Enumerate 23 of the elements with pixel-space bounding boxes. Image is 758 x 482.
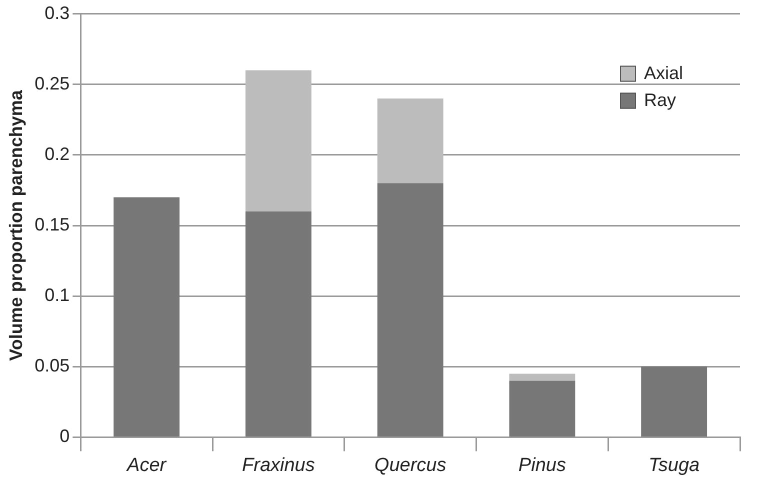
bar [245, 70, 312, 212]
y-axis-title: Volume proportion parenchyma [6, 89, 26, 361]
y-tick-label: 0.15 [34, 214, 70, 234]
x-tick-label: Quercus [374, 454, 447, 476]
bar [509, 374, 576, 381]
x-tick-label: Pinus [518, 454, 566, 476]
legend-label: Axial [644, 62, 684, 83]
bar [114, 197, 180, 436]
y-tick-label: 0.05 [34, 356, 70, 376]
bar [377, 98, 444, 184]
y-tick-label: 0.3 [44, 2, 70, 23]
y-tick-label: 0 [60, 426, 70, 446]
x-tick-label: Acer [126, 454, 167, 476]
y-tick-label: 0.25 [34, 73, 70, 94]
y-tick-label: 0.2 [44, 144, 70, 164]
legend-label: Ray [644, 90, 676, 110]
x-tick-label: Fraxinus [242, 454, 316, 476]
bar [509, 380, 576, 436]
x-tick-label: Tsuga [648, 454, 700, 476]
bar [377, 183, 444, 436]
bar [641, 366, 708, 436]
y-tick-label: 0.1 [44, 285, 70, 306]
bar [245, 211, 312, 436]
